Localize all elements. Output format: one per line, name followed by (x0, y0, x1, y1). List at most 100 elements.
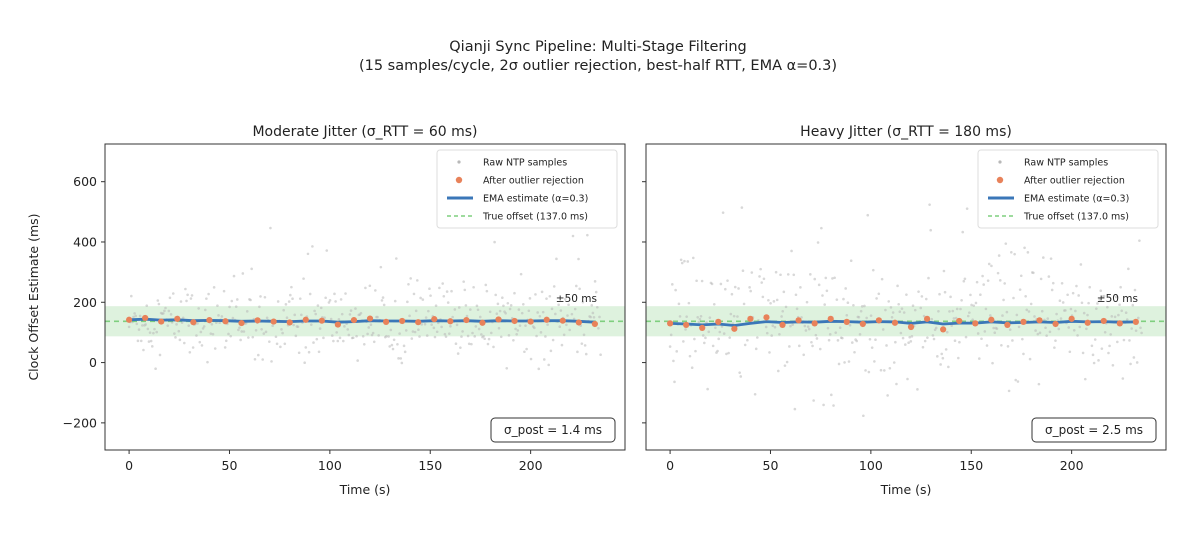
raw-sample-point (524, 324, 527, 327)
raw-sample-point (316, 304, 320, 307)
raw-sample-point (419, 296, 422, 300)
raw-sample-point (368, 284, 372, 288)
raw-sample-point (765, 331, 769, 335)
raw-sample-point (518, 324, 522, 327)
legend: Raw NTP samples After outlier rejection EM… (977, 149, 1159, 229)
raw-sample-point (1025, 308, 1029, 312)
raw-sample-point (710, 282, 714, 286)
raw-sample-point (860, 305, 864, 308)
raw-sample-point (407, 282, 410, 286)
raw-sample-point (459, 346, 462, 349)
raw-sample-point (150, 345, 154, 348)
raw-sample-point (177, 329, 181, 333)
raw-sample-point (1001, 314, 1004, 317)
raw-sample-point (430, 323, 433, 326)
raw-sample-point (477, 327, 481, 331)
plot-moderate-jitter: ±50 ms 0 50 100 150 200 −200 0 200 400 600 Moderate… (26, 124, 626, 497)
raw-sample-point (857, 315, 861, 319)
raw-sample-point (137, 328, 141, 331)
raw-sample-point (168, 296, 172, 300)
raw-sample-point (779, 273, 782, 277)
raw-sample-point (711, 344, 715, 348)
raw-sample-point (245, 310, 249, 313)
raw-sample-point (222, 289, 226, 293)
raw-sample-point (199, 330, 203, 334)
x-axis-label: Time (s) (880, 482, 932, 497)
raw-sample-point (952, 317, 956, 320)
raw-sample-point (262, 332, 266, 335)
raw-sample-point (947, 365, 950, 369)
filtered-points (666, 314, 1139, 333)
raw-sample-point (157, 302, 161, 306)
raw-sample-point (517, 308, 521, 311)
raw-sample-point (184, 287, 187, 291)
raw-sample-point (173, 332, 176, 335)
raw-sample-point (937, 309, 940, 313)
raw-sample-point (410, 337, 414, 340)
raw-sample-point (1114, 295, 1118, 299)
raw-sample-point (187, 324, 191, 327)
raw-sample-point (679, 258, 683, 262)
raw-sample-point (1017, 325, 1021, 329)
raw-sample-point (705, 321, 708, 324)
raw-sample-point (971, 318, 974, 321)
raw-sample-point (773, 325, 777, 329)
raw-sample-point (945, 330, 949, 334)
filtered-point (1100, 317, 1107, 325)
raw-sample-point (535, 334, 538, 338)
raw-sample-point (508, 307, 512, 311)
raw-sample-point (984, 307, 988, 311)
raw-sample-point (970, 303, 973, 307)
filtered-point (125, 316, 133, 323)
raw-sample-point (896, 284, 899, 288)
raw-sample-point (190, 294, 194, 297)
raw-sample-point (379, 265, 383, 269)
raw-sample-point (672, 359, 675, 363)
raw-sample-point (470, 342, 473, 346)
raw-sample-point (264, 330, 268, 334)
raw-sample-point (1068, 350, 1072, 354)
raw-sample-point (778, 332, 781, 336)
raw-sample-point (771, 324, 775, 328)
raw-sample-point (597, 326, 600, 330)
raw-sample-point (413, 330, 417, 334)
raw-sample-point (542, 358, 546, 361)
raw-sample-point (990, 264, 993, 268)
raw-sample-point (259, 295, 262, 298)
raw-sample-point (147, 340, 151, 343)
raw-sample-point (991, 361, 994, 365)
raw-sample-point (465, 314, 469, 318)
raw-sample-point (886, 394, 889, 397)
raw-sample-point (793, 407, 797, 411)
raw-sample-point (698, 317, 702, 321)
raw-sample-point (693, 337, 696, 341)
raw-sample-point (203, 308, 207, 312)
filtered-point (1116, 320, 1123, 327)
filtered-point (779, 321, 786, 328)
raw-sample-point (210, 322, 214, 326)
raw-sample-point (337, 317, 341, 321)
raw-sample-point (706, 387, 709, 391)
raw-sample-point (432, 326, 436, 330)
raw-sample-point (514, 327, 517, 331)
raw-sample-point (354, 307, 357, 310)
raw-sample-point (1048, 330, 1052, 334)
raw-sample-point (703, 341, 706, 345)
raw-sample-point (959, 307, 962, 311)
raw-sample-point (977, 357, 981, 360)
raw-sample-point (133, 312, 136, 315)
raw-sample-point (965, 207, 969, 210)
raw-sample-point (780, 315, 783, 318)
raw-sample-point (251, 335, 255, 339)
raw-sample-point (685, 315, 688, 318)
raw-sample-point (1037, 382, 1041, 386)
raw-sample-point (1026, 251, 1030, 254)
ema-line (670, 319, 1136, 327)
raw-sample-point (589, 315, 592, 319)
filtered-point (222, 318, 229, 325)
raw-sample-point (486, 342, 490, 346)
raw-sample-point (1016, 380, 1020, 383)
raw-sample-point (714, 326, 717, 330)
raw-sample-point (728, 336, 732, 339)
